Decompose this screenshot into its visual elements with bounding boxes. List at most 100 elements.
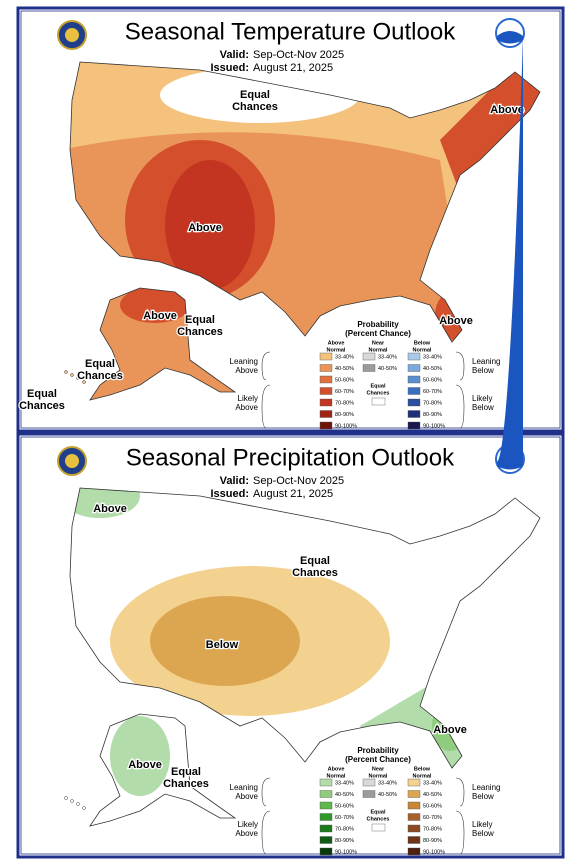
legend-label: 40-50%	[423, 792, 442, 798]
legend-side-label: Above	[235, 403, 258, 412]
legend-label: 50-60%	[423, 803, 442, 809]
legend-side-label: Above	[235, 829, 258, 838]
hawaii-island	[76, 376, 80, 380]
legend-swatch	[407, 778, 421, 787]
legend-swatch	[407, 398, 421, 407]
panel-border-inner	[20, 10, 561, 429]
hawaii-island	[82, 380, 86, 384]
legend-label: 60-70%	[423, 389, 442, 395]
outlook-panel: Seasonal Precipitation Outlook Valid: Sep-…	[16, 36, 565, 859]
legend-swatch	[319, 410, 333, 418]
legend-side-label: Above	[235, 366, 258, 375]
map-label: Above	[433, 724, 467, 736]
map-label: Chances	[163, 778, 209, 790]
legend-side-label: Below	[472, 792, 494, 801]
legend-subtitle: (Percent Chance)	[345, 755, 411, 764]
legend-label: 50-60%	[423, 377, 442, 383]
legend-label: 80-90%	[335, 838, 354, 844]
legend-label: 80-90%	[335, 412, 354, 418]
legend-header: Below	[414, 340, 431, 346]
legend-label: 70-80%	[335, 826, 354, 832]
legend-header: Above	[328, 340, 345, 346]
valid-label: Valid:	[220, 475, 249, 487]
doc-logo-inner	[65, 28, 79, 42]
sw-40-50	[150, 596, 300, 686]
legend-title: Probability	[357, 320, 399, 329]
legend-swatch	[407, 387, 421, 395]
legend-swatch	[319, 364, 333, 372]
legend-side-label: Leaning	[472, 783, 500, 792]
conus-outline	[69, 61, 541, 343]
legend-side-label: Likely	[238, 820, 258, 829]
map-label: Equal	[185, 314, 215, 326]
legend-swatch	[319, 375, 333, 384]
legend-label: 60-70%	[423, 815, 442, 821]
map-label: Equal	[27, 388, 57, 400]
legend-brace	[455, 384, 465, 429]
legend-brace	[261, 777, 271, 807]
legend-header: Normal	[413, 773, 432, 779]
legend-side-label: Likely	[472, 394, 492, 403]
legend-header: Normal	[327, 773, 346, 779]
legend-swatch	[362, 364, 376, 372]
legend-label: 40-50%	[378, 792, 397, 798]
issued-label: Issued:	[210, 488, 249, 500]
legend-header: Normal	[369, 347, 388, 353]
legend-brace	[455, 351, 465, 381]
hawaii-island	[70, 373, 74, 377]
legend-swatch	[407, 352, 421, 361]
legend-label: 40-50%	[378, 366, 397, 372]
legend-label: 40-50%	[423, 366, 442, 372]
legend-subtitle: (Percent Chance)	[345, 329, 411, 338]
legend-side-label: Below	[472, 366, 494, 375]
legend-equal: Chances	[367, 390, 390, 396]
legend-side-label: Below	[472, 403, 494, 412]
hawaii-island	[64, 796, 68, 800]
legend-equal-swatch	[371, 397, 386, 406]
legend-label: 90-100%	[335, 423, 357, 429]
legend-swatch	[407, 375, 421, 384]
legend-swatch	[319, 836, 333, 844]
legend-label: 60-70%	[335, 815, 354, 821]
doc-logo-inner	[65, 454, 79, 468]
legend-swatch	[319, 790, 333, 798]
legend-swatch	[319, 398, 333, 407]
map-label: Above	[93, 503, 127, 515]
valid-period: Sep-Oct-Nov 2025	[253, 475, 344, 487]
legend-header: Near	[372, 340, 385, 346]
legend-label: 40-50%	[335, 366, 354, 372]
valid-period: Sep-Oct-Nov 2025	[253, 49, 344, 61]
map-label: Above	[188, 222, 222, 234]
legend-swatch	[407, 410, 421, 418]
legend-brace	[261, 351, 271, 381]
noaa-logo-wave	[497, 31, 523, 44]
map-label: Above	[439, 315, 473, 327]
noaa-logo-wave	[497, 36, 523, 470]
legend-swatch	[362, 790, 376, 798]
alaska-outline	[89, 713, 237, 827]
map-label: Equal	[85, 358, 115, 370]
legend-label: 33-40%	[335, 354, 354, 360]
legend-swatch	[319, 421, 333, 430]
legend-label: 33-40%	[378, 780, 397, 786]
hawaii-island	[64, 370, 68, 374]
legend-label: 90-100%	[423, 849, 445, 855]
issued-label: Issued:	[210, 62, 249, 74]
hawaii-island	[76, 802, 80, 806]
legend-swatch	[319, 824, 333, 833]
legend-label: 50-60%	[335, 377, 354, 383]
legend-swatch	[407, 790, 421, 798]
legend-side-label: Likely	[472, 820, 492, 829]
map-label: Chances	[292, 567, 338, 579]
legend-label: 80-90%	[423, 838, 442, 844]
legend-label: 80-90%	[423, 412, 442, 418]
region-60-70	[165, 160, 255, 290]
panel-border-inner	[20, 436, 561, 855]
legend-swatch	[407, 813, 421, 821]
map-label: Below	[206, 639, 239, 651]
legend-swatch	[319, 813, 333, 821]
legend-header: Normal	[327, 347, 346, 353]
legend-header: Near	[372, 766, 385, 772]
legend-label: 70-80%	[423, 826, 442, 832]
